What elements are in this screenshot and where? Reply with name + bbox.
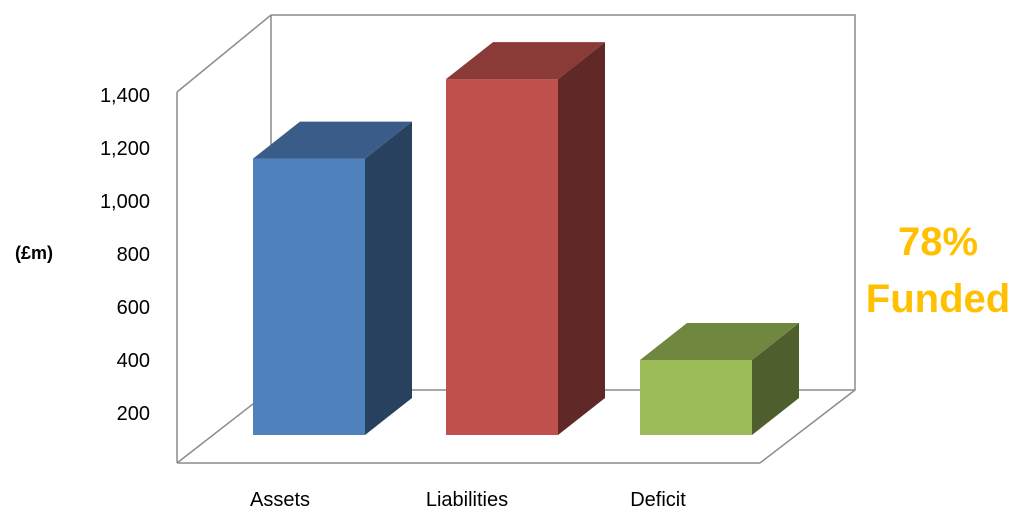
bar-front-face bbox=[446, 79, 558, 435]
bar-deficit bbox=[640, 323, 799, 435]
funded-percent-annotation: 78% bbox=[898, 220, 978, 264]
bar-top-face bbox=[446, 42, 605, 80]
y-axis-unit-label: (£m) bbox=[15, 243, 53, 263]
y-tick-label: 1,400 bbox=[100, 85, 150, 107]
x-tick-label-deficit: Deficit bbox=[630, 489, 686, 511]
y-tick-label: 1,000 bbox=[100, 191, 150, 213]
x-tick-label-liabilities: Liabilities bbox=[426, 489, 508, 511]
funded-word-annotation: Funded bbox=[866, 277, 1010, 321]
bar-front-face bbox=[253, 158, 365, 435]
bar-series bbox=[253, 42, 799, 435]
floor-right-edge bbox=[759, 389, 856, 464]
y-axis-ticks: 200 400 600 800 1,000 1,200 1,400 bbox=[100, 85, 150, 425]
y-tick-label: 800 bbox=[117, 244, 150, 266]
bar-side-face bbox=[752, 323, 799, 435]
y-tick-label: 600 bbox=[117, 297, 150, 319]
y-tick-label: 1,200 bbox=[100, 138, 150, 160]
left-wall-top-edge bbox=[176, 14, 272, 93]
x-tick-label-assets: Assets bbox=[250, 489, 310, 511]
bar-liabilities bbox=[446, 42, 605, 435]
bar-side-face bbox=[558, 42, 605, 435]
y-tick-label: 400 bbox=[117, 350, 150, 372]
bar-front-face bbox=[640, 360, 752, 435]
bar-top-face bbox=[640, 323, 799, 360]
y-tick-label: 200 bbox=[117, 403, 150, 425]
bar-side-face bbox=[365, 121, 412, 435]
bar-top-face bbox=[253, 121, 412, 159]
bar-assets bbox=[253, 121, 412, 435]
x-axis-labels: Assets Liabilities Deficit bbox=[250, 489, 686, 511]
